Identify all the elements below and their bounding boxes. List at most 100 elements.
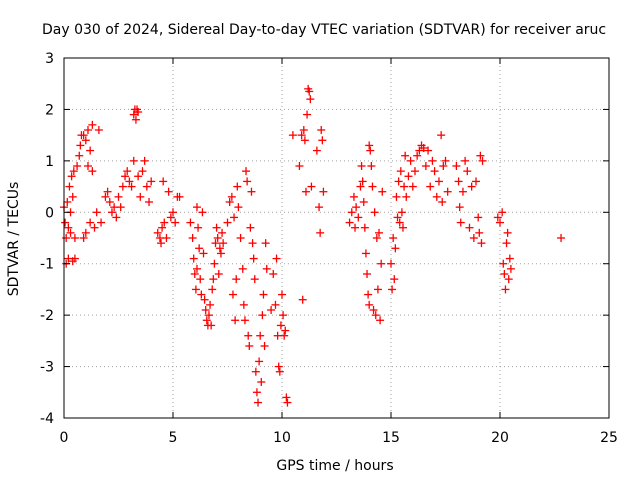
- data-point: [395, 218, 404, 227]
- data-point: [357, 162, 366, 170]
- data-point: [210, 259, 219, 268]
- data-point: [158, 223, 167, 232]
- data-point: [202, 316, 211, 325]
- data-point: [255, 357, 264, 366]
- data-point: [272, 254, 281, 263]
- data-point: [375, 228, 384, 237]
- data-point: [410, 167, 419, 176]
- data-point: [317, 126, 326, 134]
- chart-title: Day 030 of 2024, Sidereal Day-to-day VTE…: [42, 22, 606, 38]
- y-tick-label: -1: [40, 257, 54, 273]
- data-point: [175, 192, 184, 201]
- data-point: [454, 177, 463, 186]
- data-point: [257, 378, 266, 386]
- data-point: [199, 249, 208, 258]
- data-point: [197, 290, 206, 299]
- data-point: [208, 285, 217, 294]
- data-point: [476, 151, 485, 160]
- data-point: [493, 213, 502, 222]
- data-point: [254, 398, 263, 407]
- data-point: [396, 167, 405, 176]
- data-point: [92, 208, 101, 217]
- data-point: [66, 228, 75, 237]
- data-point: [295, 162, 304, 170]
- data-point: [276, 321, 285, 330]
- data-point: [244, 331, 253, 340]
- x-tick-label: 20: [491, 430, 509, 446]
- data-point: [363, 270, 372, 278]
- data-point: [398, 223, 407, 232]
- data-point: [236, 234, 245, 242]
- data-point: [345, 218, 354, 227]
- data-point: [406, 156, 415, 165]
- data-point: [88, 120, 97, 129]
- data-point: [278, 290, 286, 299]
- data-point: [73, 162, 82, 170]
- data-point: [360, 223, 369, 232]
- data-point: [463, 167, 472, 176]
- data-point: [394, 177, 403, 186]
- data-point: [189, 254, 198, 263]
- data-point: [347, 208, 356, 217]
- data-point: [283, 398, 292, 407]
- x-tick-label: 25: [600, 430, 618, 446]
- data-point: [159, 177, 168, 186]
- data-point: [204, 311, 213, 320]
- data-point: [62, 234, 71, 242]
- data-point: [248, 239, 257, 248]
- data-point: [372, 234, 381, 242]
- data-point: [166, 213, 175, 222]
- data-point: [94, 126, 103, 134]
- data-point: [430, 167, 439, 176]
- data-point: [274, 362, 283, 371]
- data-point: [252, 388, 261, 397]
- data-point: [239, 300, 248, 309]
- data-point: [160, 218, 169, 227]
- data-point: [439, 162, 448, 170]
- data-point: [191, 285, 200, 294]
- data-point: [245, 342, 254, 350]
- data-point: [271, 300, 280, 309]
- y-tick-label: -4: [40, 411, 54, 427]
- data-point: [365, 141, 374, 150]
- data-point: [259, 290, 268, 299]
- data-point: [475, 228, 484, 237]
- data-point: [358, 177, 367, 186]
- data-point: [216, 249, 225, 258]
- data-point: [469, 234, 478, 242]
- data-point: [499, 259, 508, 268]
- data-point: [233, 182, 242, 191]
- data-point: [478, 156, 487, 165]
- data-point: [147, 177, 156, 186]
- data-point: [370, 208, 379, 217]
- data-point: [200, 295, 209, 304]
- data-point: [70, 234, 79, 242]
- data-point: [262, 264, 271, 273]
- data-point: [129, 156, 138, 165]
- data-point: [390, 275, 399, 284]
- data-point: [140, 156, 149, 165]
- data-point: [225, 198, 234, 206]
- data-point: [502, 239, 511, 248]
- data-point: [498, 208, 507, 217]
- data-point: [228, 290, 237, 299]
- data-point: [243, 177, 252, 186]
- data-point: [349, 192, 358, 201]
- data-point: [303, 110, 312, 119]
- data-point: [365, 300, 374, 309]
- data-point: [354, 213, 363, 222]
- x-axis-label: GPS time / hours: [276, 458, 393, 474]
- data-point: [112, 213, 121, 222]
- data-point: [397, 208, 406, 217]
- data-point: [118, 182, 127, 191]
- data-point: [419, 144, 428, 152]
- data-point: [438, 198, 447, 206]
- data-point: [231, 316, 240, 325]
- data-point: [387, 259, 395, 268]
- data-point: [307, 182, 316, 191]
- data-point: [456, 218, 465, 227]
- data-point: [424, 146, 433, 155]
- data-series-sdtvar: [60, 84, 566, 407]
- data-point: [247, 187, 256, 196]
- y-tick-label: 3: [45, 51, 54, 67]
